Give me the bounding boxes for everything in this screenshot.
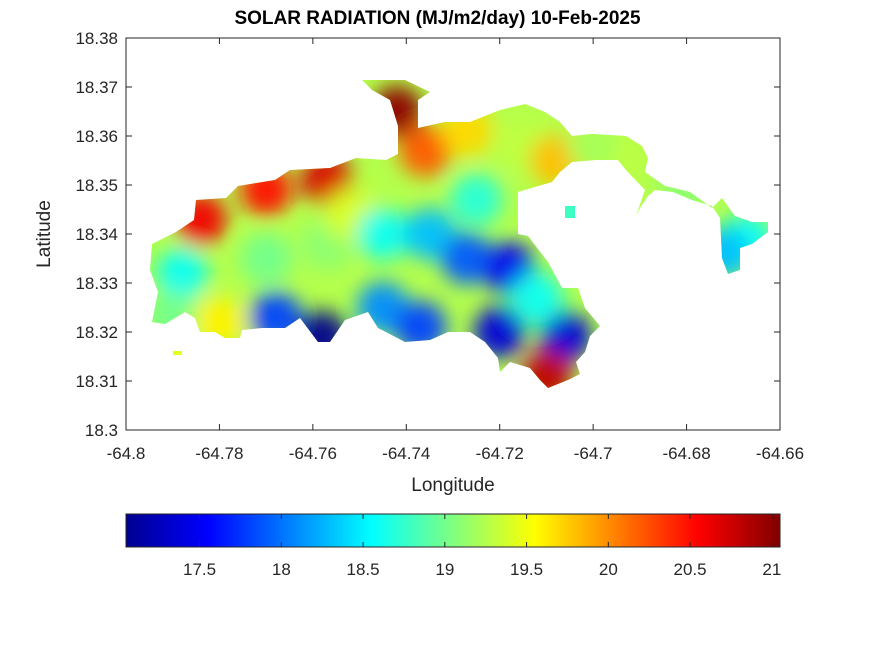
colorbar-tick-label: 20 — [599, 560, 618, 579]
y-axis-label: Latitude — [34, 200, 55, 268]
colorbar-tick-label: 19 — [435, 560, 454, 579]
x-tick-label: -64.8 — [107, 444, 146, 463]
x-tick-label: -64.78 — [195, 444, 243, 463]
y-tick-label: 18.35 — [75, 176, 118, 195]
colorbar-tick-label: 18 — [272, 560, 291, 579]
field-sample — [356, 208, 409, 260]
y-tick-label: 18.38 — [75, 29, 118, 48]
y-tick-label: 18.36 — [75, 127, 118, 146]
x-tick-label: -64.72 — [476, 444, 524, 463]
colorbar-tick-label: 19.5 — [510, 560, 543, 579]
field-sample — [520, 350, 573, 388]
colorbar-tick-label: 21 — [762, 560, 781, 579]
x-tick-label: -64.74 — [382, 444, 430, 463]
islet — [565, 206, 575, 218]
y-tick-label: 18.37 — [75, 78, 118, 97]
colorbar — [125, 513, 781, 548]
field-sample — [511, 271, 564, 324]
x-tick-label: -64.66 — [756, 444, 804, 463]
islet — [173, 351, 182, 355]
chart-title: SOLAR RADIATION (MJ/m2/day) 10-Feb-2025 — [234, 8, 641, 29]
colorbar-tick-label: 17.5 — [183, 560, 216, 579]
y-tick-label: 18.34 — [75, 225, 118, 244]
colorbar-tick-label: 18.5 — [347, 560, 380, 579]
y-tick-label: 18.31 — [75, 372, 118, 391]
y-tick-label: 18.32 — [75, 323, 118, 342]
colorbar-tick-label: 20.5 — [674, 560, 707, 579]
x-axis-label: Longitude — [411, 475, 494, 496]
field-sample — [441, 232, 494, 285]
x-tick-label: -64.7 — [574, 444, 613, 463]
y-tick-label: 18.3 — [85, 421, 118, 440]
x-tick-label: -64.68 — [662, 444, 710, 463]
field-sample — [403, 208, 456, 260]
x-tick-label: -64.76 — [289, 444, 337, 463]
field-sample — [450, 173, 503, 226]
y-tick-label: 18.33 — [75, 274, 118, 293]
field-sample — [156, 247, 209, 300]
field-sample — [539, 310, 592, 363]
field-sample — [240, 232, 293, 285]
field-sample — [398, 124, 451, 177]
